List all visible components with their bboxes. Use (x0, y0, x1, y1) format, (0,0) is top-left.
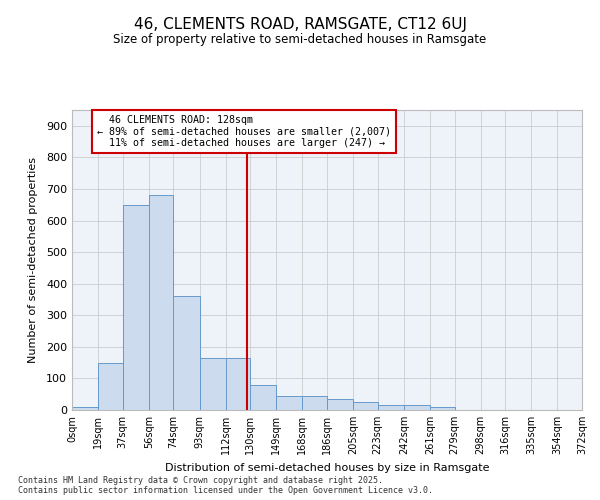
Bar (430, 407, 455, 410)
Bar (404, 406, 430, 410)
Bar (276, 396, 302, 410)
Bar (327, 399, 353, 410)
Bar (149, 196, 173, 410)
Text: Size of property relative to semi-detached houses in Ramsgate: Size of property relative to semi-detach… (113, 32, 487, 46)
Text: Contains HM Land Registry data © Crown copyright and database right 2025.
Contai: Contains HM Land Registry data © Crown c… (18, 476, 433, 495)
Bar (199, 358, 226, 410)
Bar (250, 384, 276, 410)
X-axis label: Distribution of semi-detached houses by size in Ramsgate: Distribution of semi-detached houses by … (165, 462, 489, 472)
Bar (98, 362, 123, 410)
Bar (353, 402, 378, 410)
Bar (302, 396, 327, 410)
Text: 46, CLEMENTS ROAD, RAMSGATE, CT12 6UJ: 46, CLEMENTS ROAD, RAMSGATE, CT12 6UJ (133, 18, 467, 32)
Text: 46 CLEMENTS ROAD: 128sqm
← 89% of semi-detached houses are smaller (2,007)
  11%: 46 CLEMENTS ROAD: 128sqm ← 89% of semi-d… (97, 114, 391, 148)
Bar (72, 407, 98, 410)
Bar (226, 358, 250, 410)
Y-axis label: Number of semi-detached properties: Number of semi-detached properties (28, 157, 38, 363)
Bar (173, 296, 200, 410)
Bar (378, 406, 404, 410)
Bar (123, 204, 149, 410)
